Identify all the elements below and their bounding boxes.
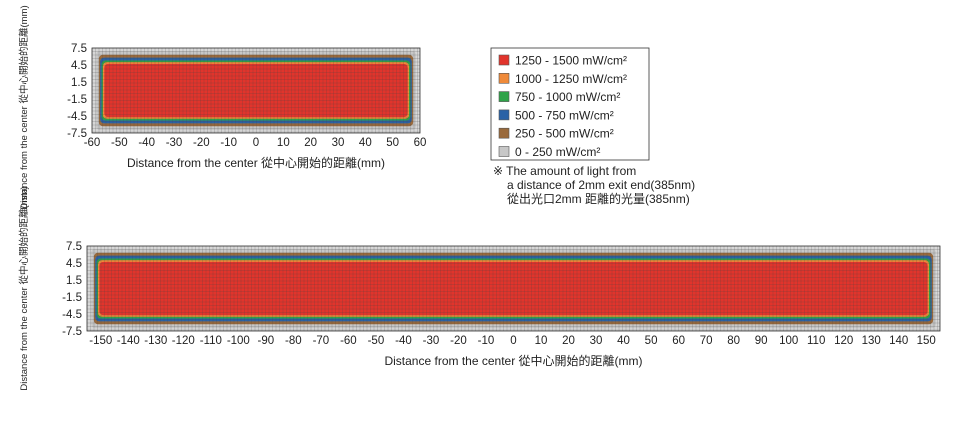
y-tick-label: 7.5	[71, 43, 87, 55]
y-tick-label: -7.5	[67, 128, 87, 140]
x-tick-label: 30	[590, 335, 603, 347]
x-tick-label: 140	[889, 335, 908, 347]
legend-swatch	[498, 54, 510, 66]
x-tick-label: -140	[117, 335, 140, 347]
chart-top: -60 -50 -40 -30 -20 -10 0 10 20 30 40 50 60 7.5 4.5 1.5…	[18, 5, 426, 209]
measurement-note: ※ The amount of light from a distance of…	[493, 164, 695, 206]
x-tick-label: -70	[313, 335, 330, 347]
legend-label: 500 - 750 mW/cm²	[515, 108, 614, 122]
legend-swatch	[498, 127, 510, 139]
plot-frame	[91, 47, 421, 134]
x-tick-label: 60	[414, 137, 427, 149]
x-tick-label: -100	[227, 335, 250, 347]
y-tick-label: 1.5	[71, 77, 87, 89]
x-tick-label: 60	[672, 335, 685, 347]
x-tick-label: -40	[138, 137, 155, 149]
x-tick-label: -30	[166, 137, 183, 149]
x-tick-label: 0	[253, 137, 259, 149]
measurement-grid	[91, 47, 420, 133]
y-tick-label: -1.5	[62, 292, 82, 304]
x-tick-label: 50	[386, 137, 399, 149]
x-tick-label: -80	[285, 335, 302, 347]
x-tick-label: 80	[727, 335, 740, 347]
y-tick-label: 1.5	[66, 275, 82, 287]
legend-label: 1250 - 1500 mW/cm²	[515, 54, 627, 68]
legend-label: 0 - 250 mW/cm²	[515, 145, 600, 159]
x-tick-label: -20	[193, 137, 210, 149]
y-tick-label: -4.5	[67, 111, 87, 123]
x-tick-label: -40	[395, 335, 412, 347]
y-axis-label: Distance from the center 從中心開始的距離(mm)	[18, 186, 30, 390]
x-tick-label: -150	[89, 335, 112, 347]
x-tick-label: 20	[304, 137, 317, 149]
x-tick-label: 10	[277, 137, 290, 149]
note-line-3: 從出光口2mm 距離的光量(385nm)	[507, 192, 690, 206]
measurement-grid	[86, 245, 940, 331]
y-tick-label: 7.5	[66, 241, 82, 253]
x-tick-label: -110	[200, 335, 222, 347]
x-axis-label: Distance from the center 從中心開始的距離(mm)	[127, 155, 385, 170]
plot-frame	[86, 245, 941, 332]
legend-label: 1000 - 1250 mW/cm²	[515, 72, 627, 86]
x-tick-label: -10	[478, 335, 495, 347]
x-tick-label: -120	[172, 335, 195, 347]
x-tick-label: -10	[220, 137, 237, 149]
x-tick-label: 150	[917, 335, 936, 347]
x-tick-label: 40	[617, 335, 630, 347]
legend-swatch	[498, 91, 510, 102]
x-tick-label: 90	[755, 335, 768, 347]
x-tick-label: -90	[258, 335, 275, 347]
x-tick-label: 30	[332, 137, 345, 149]
x-tick-label: 40	[359, 137, 372, 149]
x-tick-label: 100	[779, 335, 798, 347]
y-tick-label: 4.5	[71, 60, 87, 72]
y-tick-label: -7.5	[62, 326, 82, 338]
legend: 1250 - 1500 mW/cm² 1000 - 1250 mW/cm² 750 …	[490, 47, 650, 161]
note-line-2: a distance of 2mm exit end(385nm)	[507, 178, 696, 192]
legend-frame	[490, 47, 650, 161]
y-tick-label: -4.5	[62, 309, 82, 321]
x-tick-label: 70	[700, 335, 713, 347]
y-axis-label: Distance from the center 從中心開始的距離(mm)	[18, 5, 30, 209]
x-tick-label: -20	[450, 335, 467, 347]
x-tick-label: -60	[340, 335, 357, 347]
x-tick-label: -30	[423, 335, 440, 347]
x-tick-label: 110	[807, 335, 825, 347]
y-tick-label: 4.5	[66, 258, 82, 270]
x-tick-label: 20	[562, 335, 575, 347]
intensity-zone-1250-1500	[104, 63, 408, 118]
x-axis-label: Distance from the center 從中心開始的距離(mm)	[384, 353, 642, 368]
x-tick-label: 0	[510, 335, 516, 347]
legend-label: 250 - 500 mW/cm²	[515, 127, 614, 141]
legend-label: 750 - 1000 mW/cm²	[515, 90, 620, 104]
x-tick-label: 10	[535, 335, 548, 347]
x-tick-label: -50	[111, 137, 128, 149]
legend-swatch	[498, 109, 510, 121]
x-tick-label: -50	[368, 335, 385, 347]
x-tick-label: -130	[144, 335, 167, 347]
legend-swatch	[498, 73, 510, 84]
x-tick-label: 130	[862, 335, 881, 347]
legend-swatch	[498, 146, 510, 157]
y-tick-label: -1.5	[67, 94, 87, 106]
chart-bottom: -150 -140 -130 -120 -110 -100 -90 -80 -70 -60 -50-…	[18, 186, 941, 391]
note-line-1: ※ The amount of light from	[493, 164, 637, 178]
x-tick-label: 50	[645, 335, 658, 347]
x-tick-label: 120	[834, 335, 853, 347]
x-tick-label: -60	[84, 137, 101, 149]
